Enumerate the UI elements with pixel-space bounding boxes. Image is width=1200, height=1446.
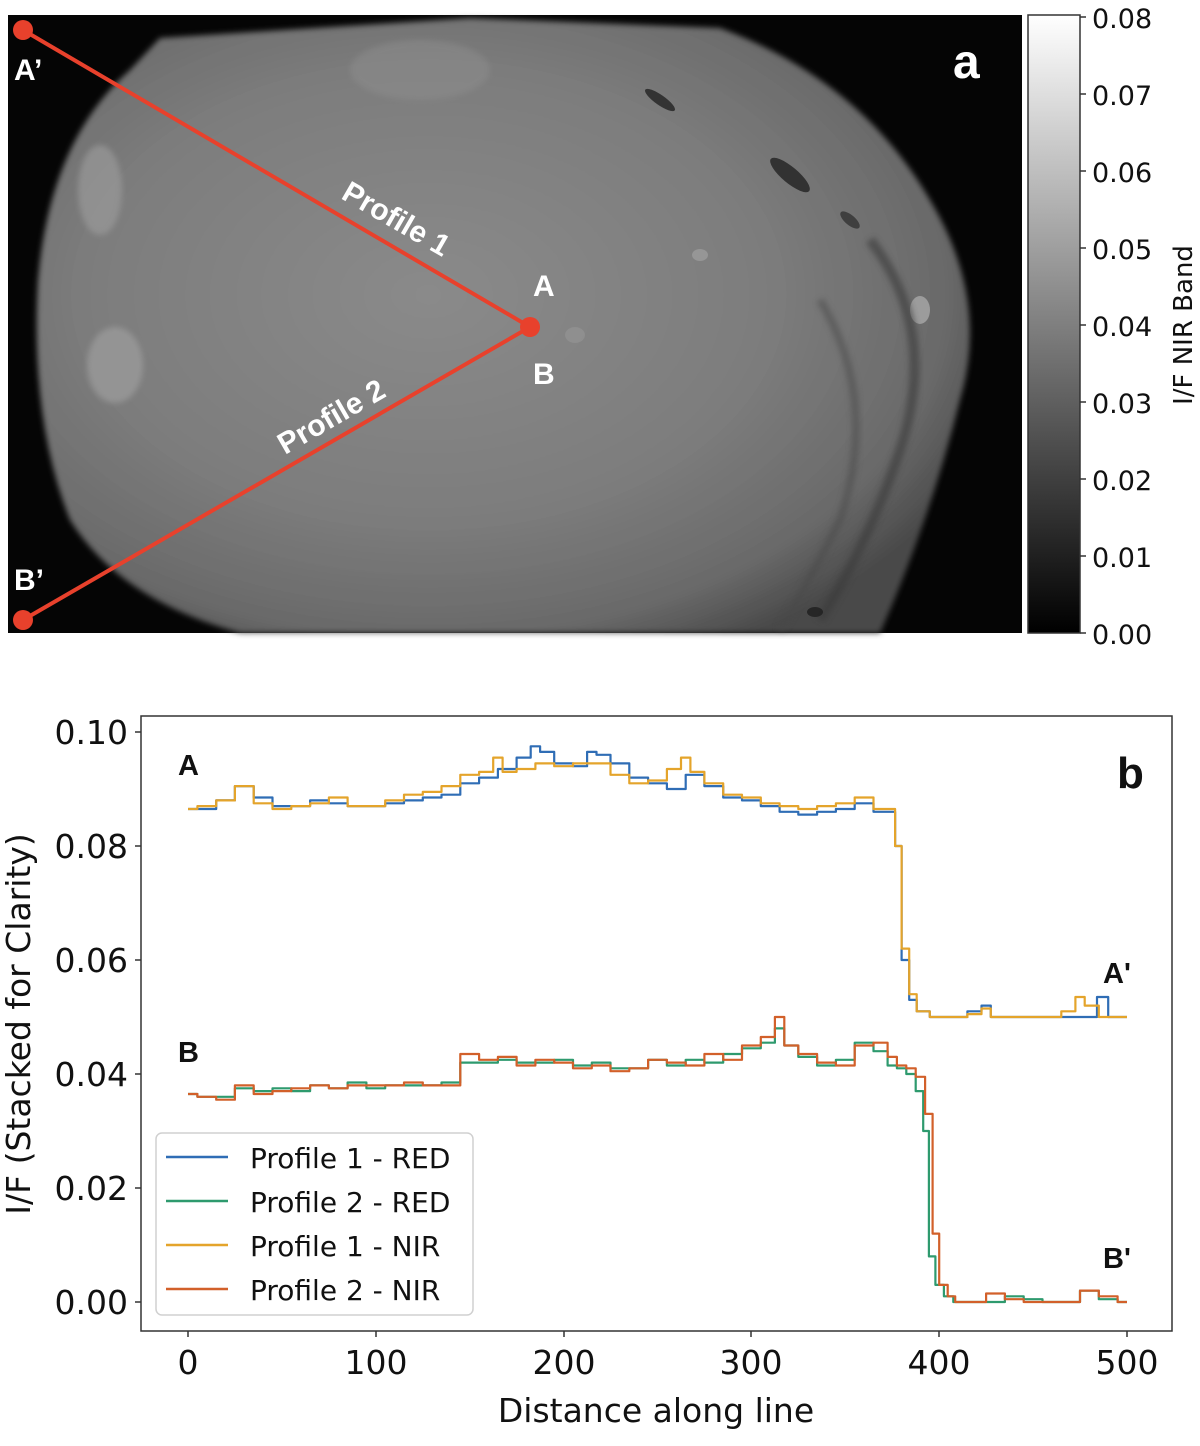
label-a-prime: A’	[14, 54, 42, 87]
y-tick-label: 0.10	[55, 713, 128, 752]
colorbar-ticks	[1080, 16, 1086, 634]
colorbar-tick-label: 0.06	[1092, 158, 1152, 189]
legend-item: Profile 1 - NIR	[166, 1230, 440, 1263]
colorbar-tick-label: 0.07	[1092, 81, 1152, 112]
profile-1-line	[21, 28, 532, 329]
colorbar-tick-label: 0.08	[1092, 4, 1152, 35]
colorbar-tick-label: 0.04	[1092, 312, 1152, 343]
x-axis: 0 100 200 300 400 500 Distance along lin…	[178, 1331, 1159, 1430]
y-tick-label: 0.08	[55, 827, 128, 866]
point-b-prime-marker	[13, 610, 33, 630]
panel-a-svg: A’ B’ A B Profile 1 Profile 2 a 0.08 0.0…	[8, 4, 1199, 651]
legend-item-label: Profile 2 - RED	[250, 1186, 450, 1219]
curve-label-a-prime: A'	[1103, 958, 1131, 990]
series-profile-2-nir	[188, 1015, 1127, 1304]
profile-line-chart: 0.00 0.02 0.04 0.06 0.08 0.10 I/F (Stack…	[0, 713, 1173, 1430]
curve-label-a: A	[178, 750, 199, 782]
legend-item: Profile 2 - RED	[166, 1186, 450, 1219]
colorbar: 0.08 0.07 0.06 0.05 0.04 0.03 0.02 0.01 …	[1027, 4, 1199, 651]
colorbar-tick-label: 0.01	[1092, 543, 1152, 574]
point-a-b-marker	[520, 317, 540, 337]
label-b-prime: B’	[14, 564, 44, 597]
x-tick-label: 400	[908, 1343, 971, 1382]
curve-label-b-prime: B'	[1103, 1243, 1131, 1275]
y-axis: 0.00 0.02 0.04 0.06 0.08 0.10 I/F (Stack…	[0, 713, 141, 1322]
legend-item: Profile 2 - NIR	[166, 1274, 440, 1307]
y-tick-label: 0.06	[55, 941, 128, 980]
x-tick-label: 500	[1096, 1343, 1159, 1382]
series-profile-1-nir	[188, 756, 1127, 1019]
x-tick-label: 0	[178, 1343, 199, 1382]
panel-a-image: A’ B’ A B Profile 1 Profile 2 a 0.08 0.0…	[0, 0, 1200, 660]
label-b: B	[533, 358, 555, 391]
y-tick-label: 0.04	[55, 1055, 128, 1094]
x-tick-label: 100	[345, 1343, 408, 1382]
legend-item-label: Profile 1 - NIR	[250, 1230, 440, 1263]
x-tick-label: 300	[720, 1343, 783, 1382]
profile-2-line	[21, 325, 532, 622]
colorbar-tick-label: 0.05	[1092, 235, 1152, 266]
profile-lines	[13, 20, 540, 630]
label-a: A	[533, 270, 555, 303]
x-tick-label: 200	[533, 1343, 596, 1382]
legend-item: Profile 1 - RED	[166, 1142, 450, 1175]
legend-item-label: Profile 1 - RED	[250, 1142, 450, 1175]
colorbar-tick-label: 0.03	[1092, 389, 1152, 420]
plot-area	[140, 715, 1173, 1332]
colorbar-label: I/F NIR Band	[1169, 245, 1199, 405]
x-axis-label: Distance along line	[498, 1391, 814, 1430]
panel-b-label: b	[1117, 749, 1144, 798]
colorbar-tick-label: 0.02	[1092, 466, 1152, 497]
legend-item-label: Profile 2 - NIR	[250, 1274, 440, 1307]
series-lines	[188, 745, 1127, 1304]
panel-b-chart: 0.00 0.02 0.04 0.06 0.08 0.10 I/F (Stack…	[0, 660, 1200, 1442]
y-axis-label: I/F (Stacked for Clarity)	[0, 833, 38, 1215]
y-tick-label: 0.00	[55, 1283, 128, 1322]
y-tick-label: 0.02	[55, 1169, 128, 1208]
panel-a-label: a	[953, 36, 980, 89]
legend: Profile 1 - RED Profile 2 - RED Profile …	[155, 1132, 474, 1316]
point-a-prime-marker	[13, 20, 33, 40]
colorbar-tick-label: 0.00	[1092, 620, 1152, 651]
curve-label-b: B	[178, 1037, 199, 1069]
